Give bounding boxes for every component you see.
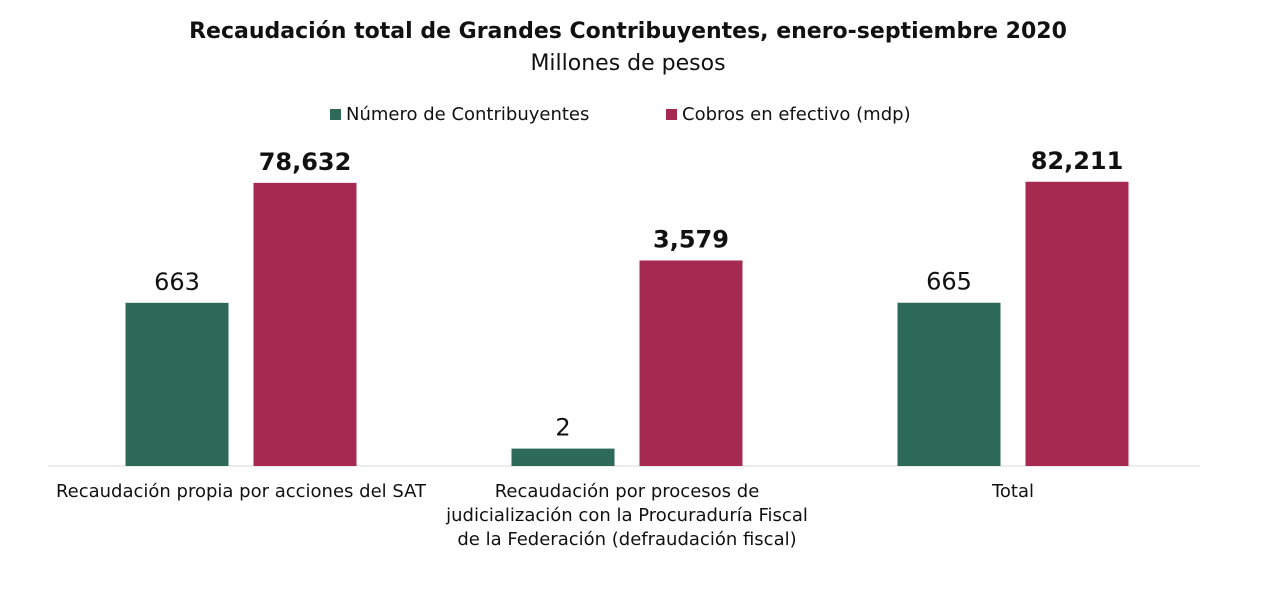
chart-subtitle: Millones de pesos <box>530 51 725 76</box>
bar <box>1025 181 1129 466</box>
data-label: 3,579 <box>653 225 729 253</box>
bar <box>125 302 229 466</box>
legend-label: Número de Contribuyentes <box>346 104 589 125</box>
bar <box>639 260 743 466</box>
data-label: 78,632 <box>259 148 352 176</box>
bar <box>253 182 357 467</box>
chart-title: Recaudación total de Grandes Contribuyen… <box>189 19 1067 44</box>
x-tick-label: Recaudación propia por acciones del SAT <box>55 481 427 502</box>
x-tick-label: Total <box>991 481 1035 502</box>
data-label: 663 <box>154 268 200 296</box>
bar <box>511 448 615 466</box>
x-tick-label: Recaudación por procesos de judicializac… <box>446 481 808 550</box>
data-label: 665 <box>926 268 972 296</box>
legend-label: Cobros en efectivo (mdp) <box>682 104 911 125</box>
legend-swatch <box>666 109 677 120</box>
data-label: 2 <box>555 414 570 442</box>
data-label: 82,211 <box>1031 147 1124 175</box>
legend-swatch <box>330 109 341 120</box>
bar <box>897 302 1001 466</box>
